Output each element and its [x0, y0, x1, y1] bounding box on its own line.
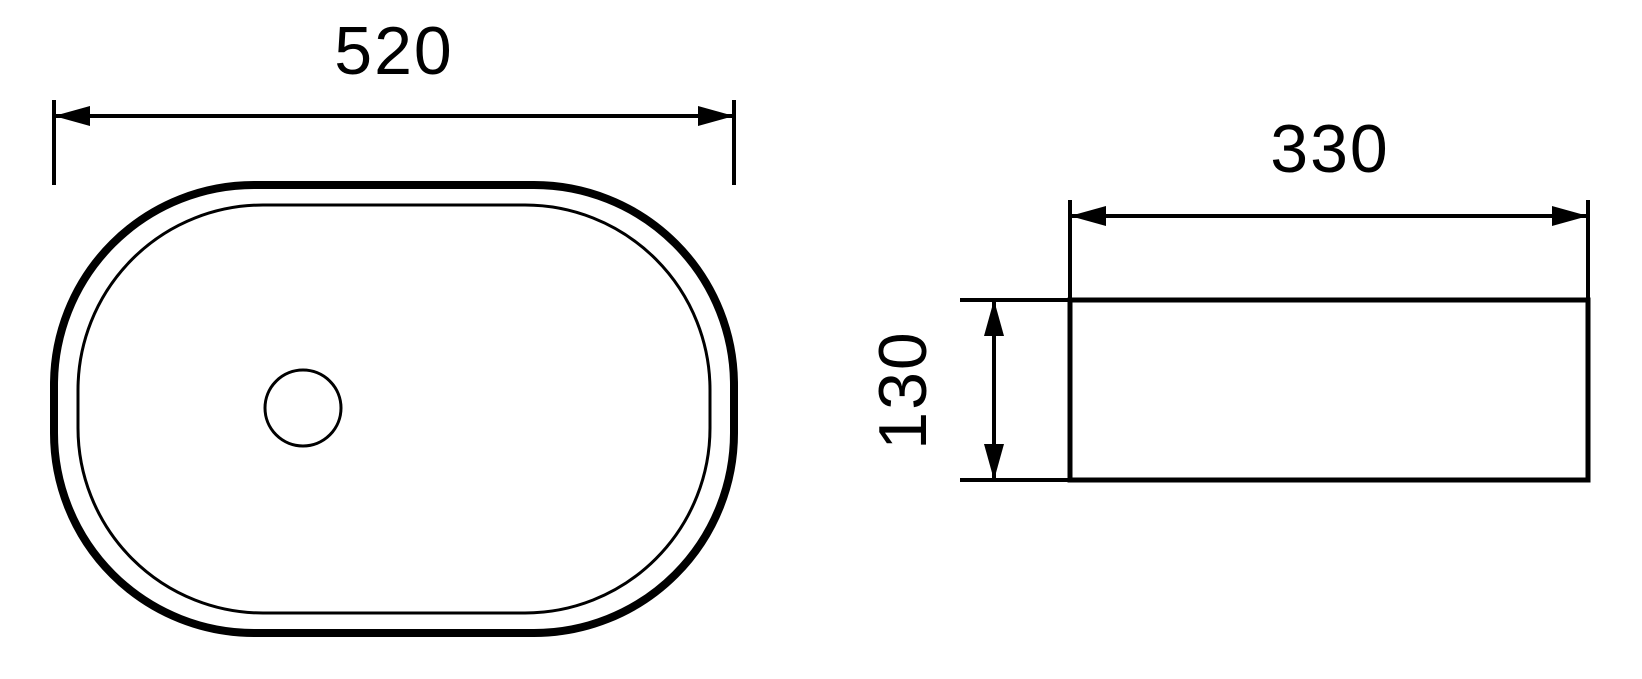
- dimension-label-520: 520: [334, 13, 453, 89]
- dimension-arrowhead: [1070, 206, 1106, 226]
- side-view: [1070, 300, 1588, 480]
- basin-outer-outline: [54, 185, 734, 633]
- dimension-arrowhead: [54, 106, 90, 126]
- dimension-arrowhead: [984, 300, 1004, 336]
- drain-hole: [265, 370, 341, 446]
- top-view: [54, 185, 734, 633]
- dimension-label-330: 330: [1270, 111, 1389, 187]
- basin-inner-outline: [78, 205, 710, 613]
- dimension-label-130: 130: [865, 330, 941, 449]
- dimension-arrowhead: [698, 106, 734, 126]
- dimension-arrowhead: [984, 444, 1004, 480]
- basin-side-outline: [1070, 300, 1588, 480]
- dimension-arrowhead: [1552, 206, 1588, 226]
